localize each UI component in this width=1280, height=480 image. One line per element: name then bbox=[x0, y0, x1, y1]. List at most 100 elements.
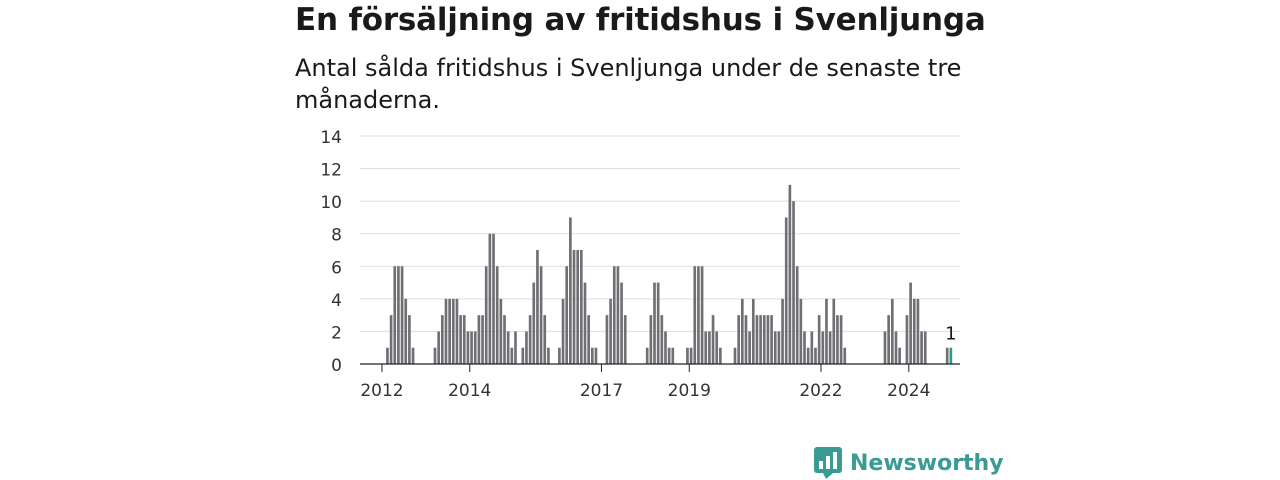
bar bbox=[920, 331, 923, 364]
bar bbox=[656, 282, 660, 364]
bar bbox=[909, 282, 912, 364]
bar bbox=[462, 315, 466, 364]
bar bbox=[525, 331, 528, 364]
bar bbox=[470, 331, 473, 364]
bar bbox=[660, 315, 664, 364]
bar bbox=[693, 266, 697, 364]
bars bbox=[386, 184, 953, 364]
bar bbox=[503, 315, 506, 364]
bar bbox=[521, 347, 525, 364]
bar bbox=[945, 347, 949, 364]
bar bbox=[894, 331, 898, 364]
bar bbox=[784, 217, 788, 364]
bar bbox=[451, 298, 455, 364]
bar bbox=[740, 298, 744, 364]
bar bbox=[828, 331, 832, 364]
bar bbox=[572, 250, 576, 364]
y-axis-ticks: 0 2 4 6 8 10 12 14 bbox=[320, 128, 342, 376]
bar bbox=[448, 298, 451, 364]
bar bbox=[539, 266, 543, 364]
bar bbox=[697, 266, 700, 364]
bar bbox=[411, 347, 415, 364]
brand-logo: Newsworthy bbox=[814, 446, 1004, 480]
y-tick-label: 2 bbox=[331, 323, 342, 343]
bar bbox=[759, 315, 762, 364]
bar bbox=[583, 282, 587, 364]
y-tick-label: 12 bbox=[320, 161, 342, 181]
y-tick-label: 10 bbox=[320, 193, 342, 213]
bar bbox=[806, 347, 810, 364]
bar bbox=[814, 347, 817, 364]
bar bbox=[762, 315, 766, 364]
bar bbox=[400, 266, 404, 364]
bar bbox=[499, 298, 503, 364]
bar bbox=[609, 298, 612, 364]
bar bbox=[704, 331, 708, 364]
bar bbox=[817, 315, 821, 364]
bar bbox=[777, 331, 781, 364]
bar bbox=[547, 347, 550, 364]
bar bbox=[825, 298, 828, 364]
bar bbox=[404, 298, 408, 364]
bar bbox=[565, 266, 569, 364]
bar bbox=[440, 315, 444, 364]
bar bbox=[711, 315, 715, 364]
bar bbox=[484, 266, 488, 364]
bar bbox=[667, 347, 671, 364]
y-tick-label: 6 bbox=[331, 258, 342, 278]
bar bbox=[664, 331, 667, 364]
bar bbox=[810, 331, 814, 364]
y-tick-label: 8 bbox=[331, 226, 342, 246]
bar bbox=[393, 266, 397, 364]
bar bbox=[733, 347, 737, 364]
bar bbox=[689, 347, 693, 364]
bar bbox=[536, 250, 539, 364]
bar bbox=[912, 298, 916, 364]
bar bbox=[580, 250, 583, 364]
bar bbox=[905, 315, 909, 364]
brand-name: Newsworthy bbox=[850, 450, 1004, 476]
x-tick-label: 2024 bbox=[887, 381, 930, 401]
x-tick-label: 2014 bbox=[448, 381, 491, 401]
bar bbox=[751, 298, 755, 364]
bar bbox=[792, 201, 795, 364]
bar bbox=[397, 266, 400, 364]
bar bbox=[590, 347, 594, 364]
bar bbox=[890, 298, 894, 364]
bar bbox=[715, 331, 719, 364]
bar bbox=[843, 347, 847, 364]
bar bbox=[433, 347, 437, 364]
chart-logo-icon bbox=[814, 447, 842, 479]
bar bbox=[649, 315, 653, 364]
bar bbox=[528, 315, 532, 364]
bar bbox=[561, 298, 565, 364]
y-tick-label: 4 bbox=[331, 291, 342, 311]
bar-chart: 0 2 4 6 8 10 12 14 2012 2014 2017 2019 2022 2024 1 bbox=[320, 128, 960, 401]
bar bbox=[832, 298, 836, 364]
bar bbox=[898, 347, 901, 364]
bar bbox=[781, 298, 784, 364]
bar bbox=[455, 298, 459, 364]
bar bbox=[389, 315, 393, 364]
bar bbox=[444, 298, 448, 364]
x-tick-label: 2012 bbox=[360, 381, 403, 401]
bar bbox=[770, 315, 773, 364]
bar bbox=[477, 315, 481, 364]
bar bbox=[744, 315, 748, 364]
bar bbox=[576, 250, 580, 364]
bar bbox=[510, 347, 514, 364]
gridlines bbox=[360, 135, 960, 332]
data-label: 1 bbox=[945, 324, 956, 345]
bar bbox=[645, 347, 649, 364]
chart-subtitle: Antal sålda fritidshus i Svenljunga unde… bbox=[295, 54, 962, 114]
y-tick-label: 0 bbox=[331, 356, 342, 376]
bar bbox=[839, 315, 843, 364]
bar bbox=[594, 347, 598, 364]
bar bbox=[437, 331, 440, 364]
bar bbox=[737, 315, 740, 364]
bar bbox=[795, 266, 799, 364]
bar bbox=[686, 347, 689, 364]
bar bbox=[459, 315, 462, 364]
y-tick-label: 14 bbox=[320, 128, 342, 148]
bar bbox=[620, 282, 623, 364]
